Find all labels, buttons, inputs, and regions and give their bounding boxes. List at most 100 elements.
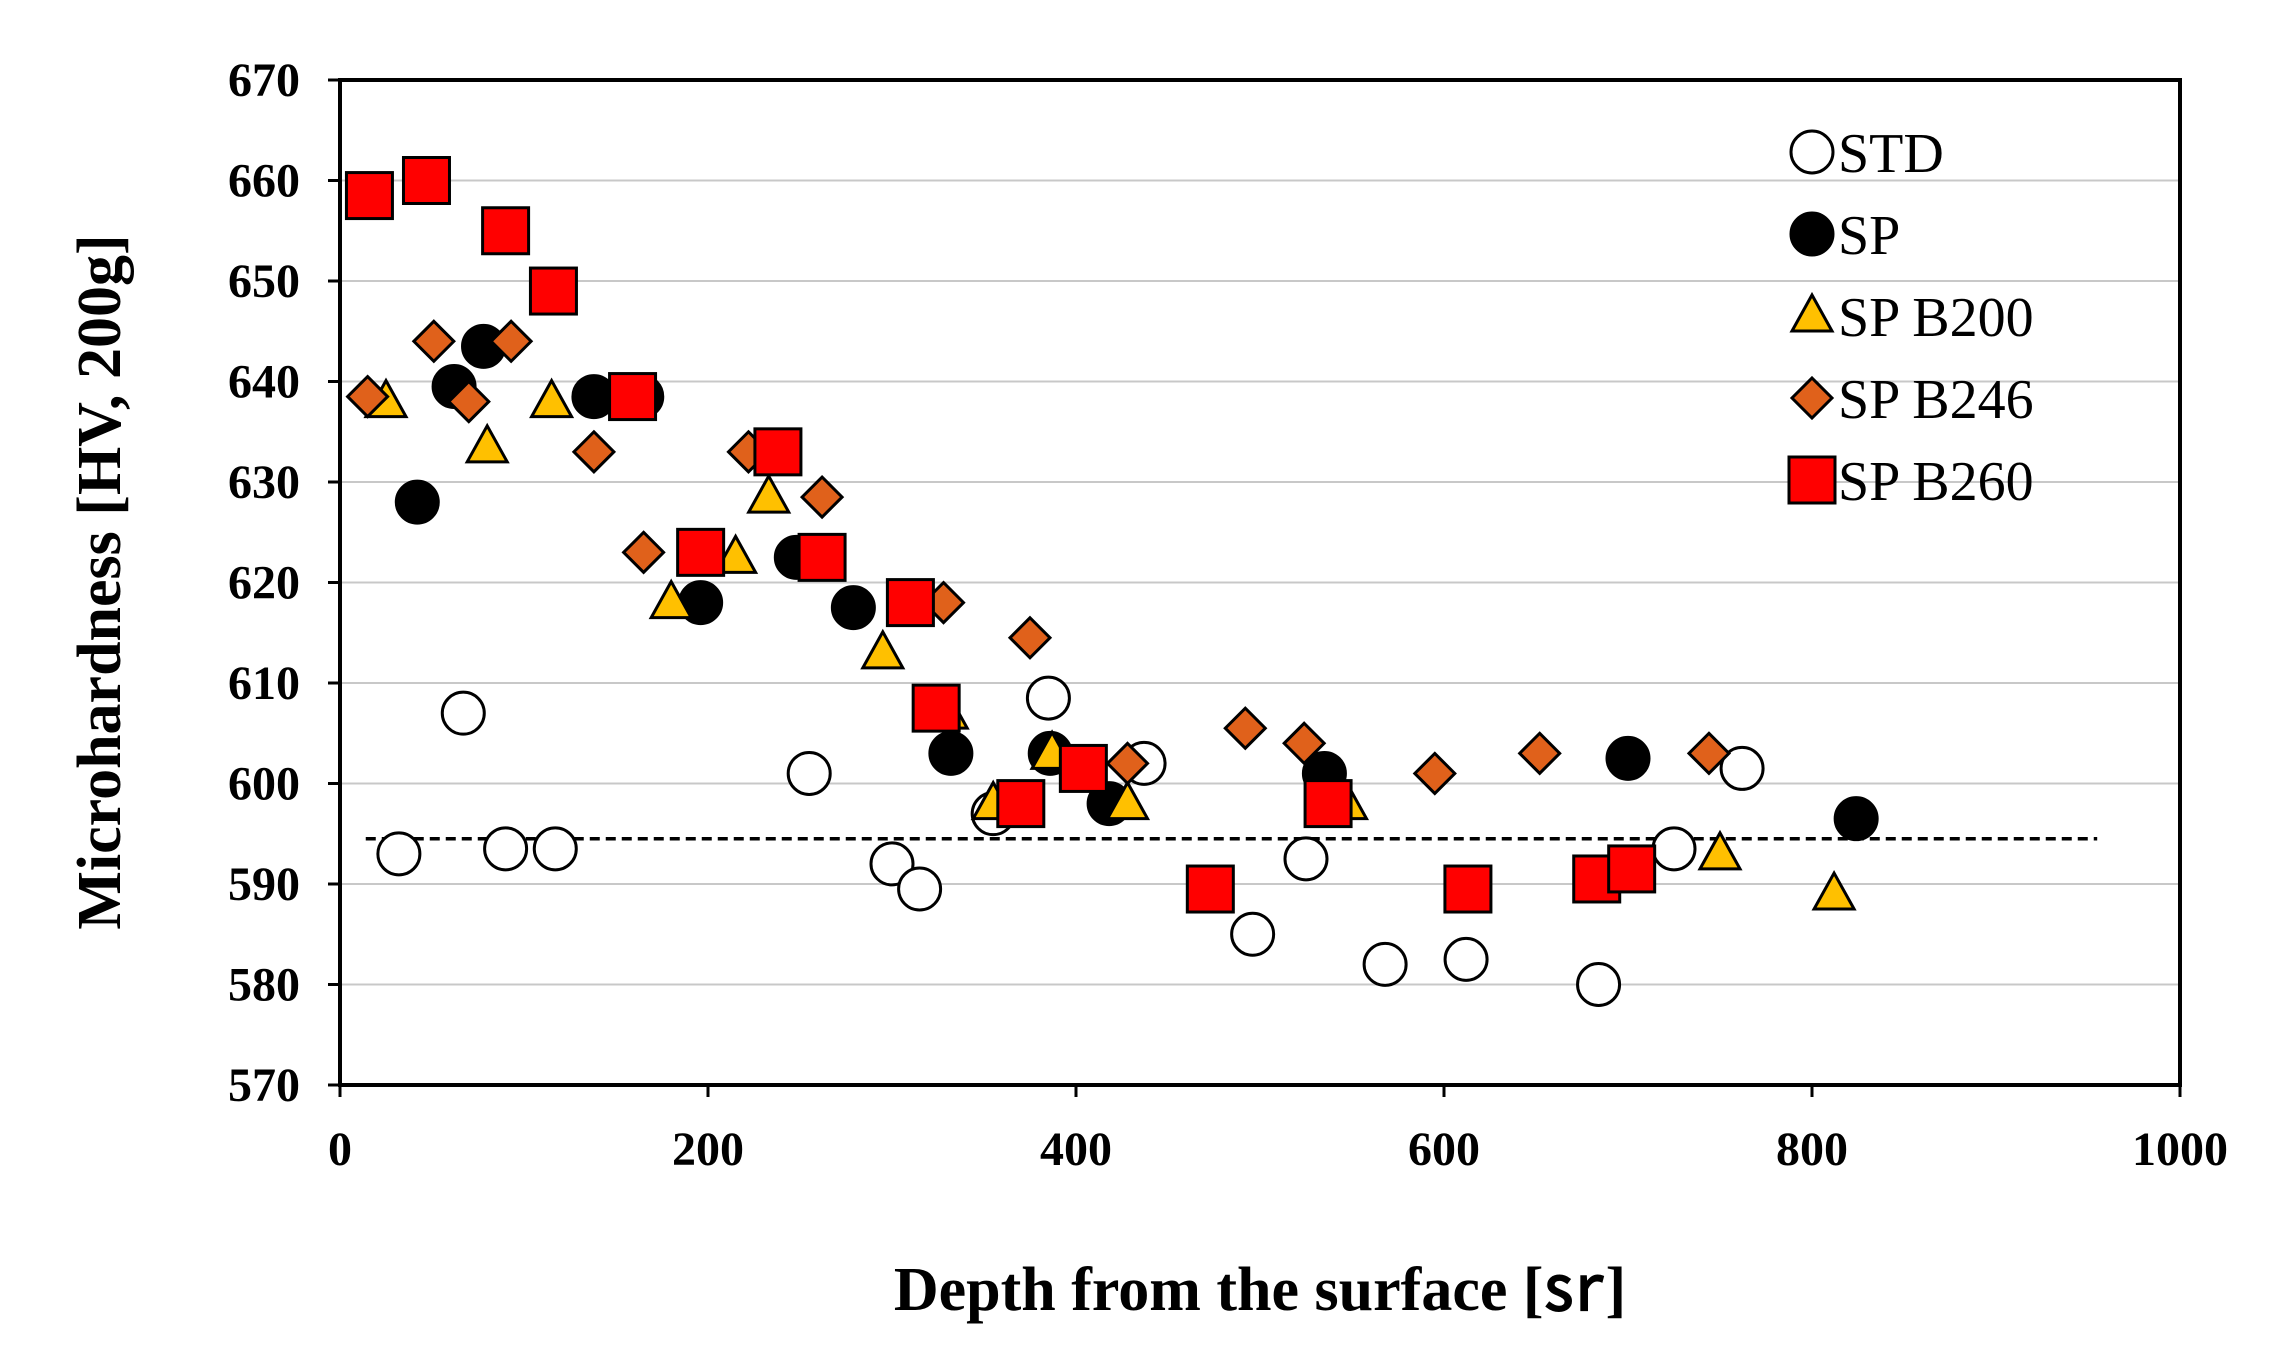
sp-b260-point [344, 171, 394, 221]
legend-label-sp-b260: SP B260 [1838, 451, 2034, 513]
std-point [483, 826, 529, 872]
axis-tick-marks [328, 78, 2182, 1097]
sp-point [1605, 735, 1651, 781]
sp-b200-point [648, 578, 694, 620]
y-tick-label: 580 [228, 959, 300, 1012]
sp-b246-point [1105, 741, 1150, 786]
sp-b260-point [401, 156, 451, 205]
legend-marker-sp [1789, 211, 1835, 257]
std-point [532, 826, 578, 872]
sp-b260-point [1058, 743, 1108, 793]
sp-b200-point [1104, 779, 1151, 821]
sp-b260-point [1443, 864, 1493, 914]
y-tick-label: 670 [228, 54, 300, 107]
x-axis-title: Depth from the surface [㏛] [894, 1256, 1626, 1324]
sp-b260-point [1303, 779, 1353, 829]
y-tick-label: 570 [228, 1059, 300, 1112]
std-point [1576, 962, 1622, 1007]
legend-label-std: STD [1838, 123, 1944, 185]
x-tick-label: 1000 [2132, 1123, 2228, 1176]
sp-point [1833, 796, 1879, 842]
std-point [1283, 836, 1329, 882]
std-point [869, 841, 915, 887]
series-sp-b260 [344, 156, 1657, 914]
series-sp-b246 [345, 319, 1732, 796]
sp-b246-point [1007, 615, 1053, 660]
sp-b200-point [529, 377, 575, 419]
std-point [1025, 675, 1071, 721]
data-points [344, 156, 1879, 1007]
x-tick-label: 800 [1776, 1123, 1848, 1176]
sp-point [394, 479, 440, 525]
sp-b246-point [446, 379, 491, 424]
sp-b200-point [713, 533, 759, 574]
sp-b200-point [746, 472, 792, 514]
sp-b246-point [1686, 731, 1732, 776]
legend-item-sp-b200: SP B200 [1789, 287, 2034, 349]
sp-b246-point [571, 429, 617, 474]
sp-b260-point [911, 683, 961, 733]
sp-b246-point [1517, 731, 1562, 776]
std-point [1651, 826, 1697, 872]
sp-b246-point [411, 319, 456, 364]
y-tick-label: 630 [228, 456, 300, 509]
legend-label-sp-b246: SP B246 [1838, 369, 2034, 431]
sp-b260-point [676, 527, 726, 577]
std-point [1719, 745, 1765, 791]
sp-b200-point [1697, 829, 1743, 871]
legend: STD SP SP B200 SP B246 SP B260 [1787, 123, 2034, 513]
sp-b260-point [481, 206, 531, 256]
sp-b200-point [464, 422, 510, 464]
sp-b260-point [885, 578, 935, 628]
sp-b246-point [345, 374, 390, 419]
sp-b260-point [528, 266, 578, 316]
sp-b200-point [1811, 869, 1857, 911]
legend-item-sp-b260: SP B260 [1787, 451, 2034, 513]
sp-b246-point [1282, 721, 1327, 766]
legend-label-sp: SP [1838, 205, 1900, 267]
legend-marker-sp-b260 [1787, 455, 1837, 505]
std-point [1230, 911, 1276, 957]
y-tick-label: 620 [228, 557, 300, 610]
y-axis-tick-labels: 570 580 590 600 610 620 630 640 650 660 670 [228, 54, 300, 1112]
legend-item-sp-b246: SP B246 [1789, 369, 2034, 431]
sp-b246-point [799, 474, 845, 520]
std-point [786, 750, 832, 796]
sp-b260-point [753, 427, 803, 477]
legend-label-sp-b200: SP B200 [1838, 287, 2034, 349]
sp-b260-point [996, 779, 1046, 829]
x-tick-label: 600 [1408, 1123, 1480, 1176]
y-tick-label: 590 [228, 858, 300, 911]
legend-item-sp: SP [1789, 205, 1900, 267]
y-tick-label: 610 [228, 657, 300, 710]
x-tick-label: 400 [1040, 1123, 1112, 1176]
legend-item-std: STD [1789, 123, 1944, 185]
legend-marker-sp-b200 [1789, 291, 1835, 333]
sp-b260-point [1185, 864, 1235, 914]
sp-b260-point [797, 532, 847, 582]
y-tick-label: 640 [228, 356, 300, 409]
std-point [440, 690, 486, 736]
y-tick-label: 650 [228, 255, 300, 308]
x-tick-label: 200 [672, 1123, 744, 1176]
y-axis-title: Microhardness [HV, 200g] [66, 234, 134, 929]
std-point [1362, 941, 1408, 987]
std-point [376, 831, 422, 877]
sp-b260-point [1607, 844, 1657, 894]
legend-marker-sp-b246 [1789, 375, 1835, 421]
x-tick-label: 0 [328, 1123, 352, 1176]
sp-b246-point [488, 319, 534, 364]
sp-point [830, 585, 876, 631]
sp-b246-point [1412, 751, 1457, 796]
std-point [1443, 936, 1489, 982]
sp-b246-point [621, 530, 666, 575]
legend-marker-std [1789, 129, 1835, 175]
sp-b260-point [608, 372, 658, 422]
sp-b200-point [860, 628, 906, 670]
std-point [897, 866, 943, 912]
series-std [376, 675, 1765, 1007]
sp-point [928, 730, 974, 776]
y-tick-label: 600 [228, 758, 300, 811]
